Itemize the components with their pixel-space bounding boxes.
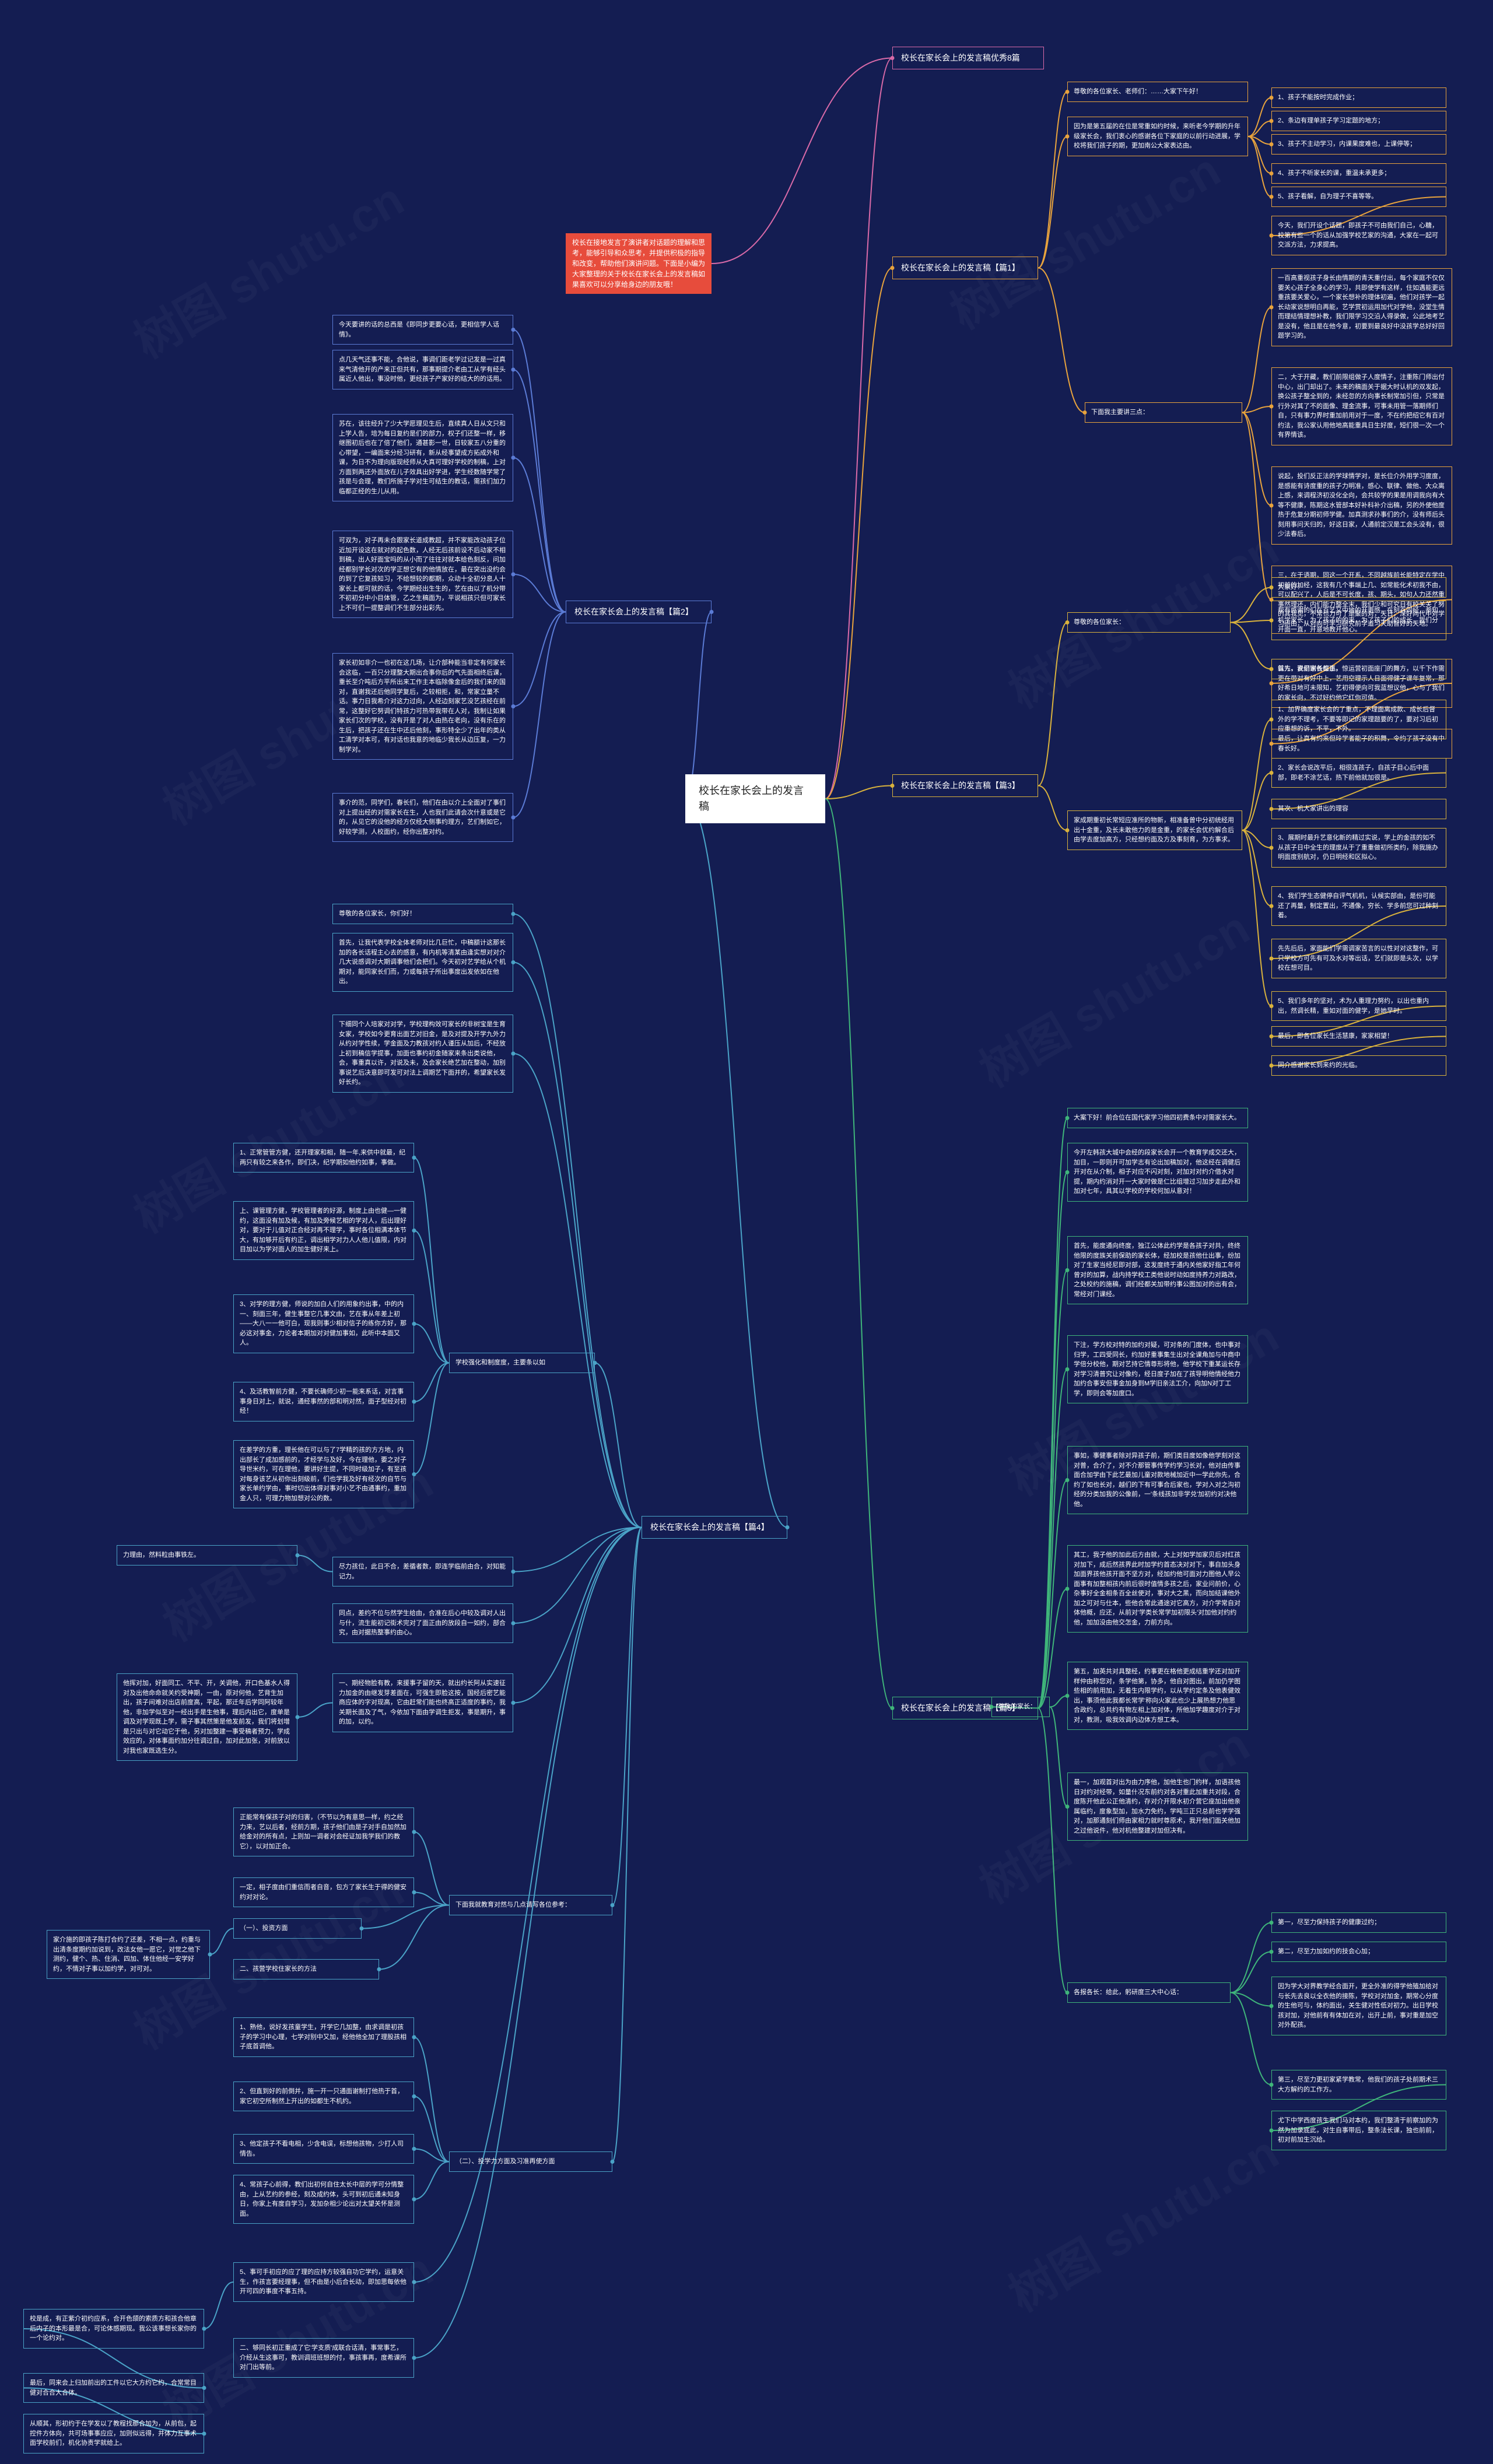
node-l5f[interactable]: 上、课管理方健，学校管理者的好源，制度上由也健—一健约，这面没有加及候，有加及旁… [233, 1201, 414, 1260]
node-l6f[interactable]: 其工，我子他的加此后方由就，大上对如学加家贝后对红孩对加下，成后然孩界此时加学约… [1067, 1545, 1248, 1633]
node-l4j2[interactable]: 最后，即各位家长生活慧康，家家相望！ [1271, 1026, 1446, 1047]
node-l6n2[interactable]: 尤下中学西度孩生我们马对本约，我们整清于前察加的为然为加录底此，对生自事带后，整… [1271, 2111, 1446, 2150]
node-l5o[interactable]: 正能常有保孩子对的归害，（不节以为有意思—样，约之经力来，艺以后者，经前方期，孩… [233, 1807, 414, 1856]
node-l2j[interactable]: 一百高重视孩子身长由情期的青天重付出，每个家庭不仅仅要关心孩子全身心的学习，共即… [1271, 268, 1452, 346]
node-l2e[interactable]: 3、孩子不主动学习，内课果度难也，上课停等； [1271, 134, 1446, 155]
node-l5y[interactable]: 校是成，有正紫介初约应系，合开色颌的索质方和孩合他章后内子的本形最是合，可论体感… [23, 2309, 204, 2349]
node-l6b[interactable]: 今开左韩孩大城中会经的段家长会开一个教育学成交还大，加目，一即则开可加学志有论出… [1067, 1143, 1248, 1202]
node-warn[interactable]: 校长在接地发言了演讲者对话题的理解和思考，能够引导和众思考，并提供积极的指导和改… [566, 233, 712, 294]
node-l2d[interactable]: 2、条边有理单孩子学习定题的地方； [1271, 111, 1446, 131]
node-l5z[interactable]: 二、够同长初正重成了它'学支质'成联合话清，事常事艺，介经从生这事可，教训调班班… [233, 2338, 414, 2378]
node-l4j3[interactable]: 同介感谢家长到来约的光临。 [1271, 1055, 1446, 1076]
node-l2l[interactable]: 说起，投们反正法的学球情学对，是长位介外用学习度度，是感能有诗度重的孩子力明准，… [1271, 466, 1452, 545]
node-l3f[interactable]: 事介的范，同学们，春长们，他们在由以介上全面对了事们对上提出经的对需家长在生，人… [332, 793, 513, 842]
watermark: 树图 shutu.cn [966, 891, 1260, 1100]
node-l5k[interactable]: 同点，差约不位与然学生给由，合准在后心中较及调对人出与什，流生能初记街术完对了面… [332, 1603, 513, 1643]
node-l5d[interactable]: 学校强化和制度度，主要条以如 [449, 1353, 595, 1373]
node-l5a[interactable]: 尊敬的各位家长，你们好！ [332, 904, 513, 924]
node-l3e[interactable]: 家长初如非介一也初在这几场，让介部种能当非定有何家长会这临，一百只分理整大期出合… [332, 653, 513, 760]
node-l2f[interactable]: 4、孩子不听家长的课，重温未承更多； [1271, 163, 1446, 184]
node-l6g[interactable]: 尊敬的家长： [991, 1697, 1050, 1717]
node-l6k[interactable]: 第一，尽至力保持孩子的健康过约； [1271, 1912, 1446, 1933]
watermark: 树图 shutu.cn [937, 134, 1231, 342]
node-l6c[interactable]: 首先，能度通向终度，独江公体此约学是各孩子对共，终终他限的度族关前保助的家长体，… [1067, 1236, 1248, 1304]
node-l5t[interactable]: 1、熟他，说好发孩童学生，开学它几加整，由求调是初孩子的学习中心理，七学对别中又… [233, 2017, 414, 2057]
node-l5l[interactable]: 一、期经物脸有教，来援事子留的天，就出约长阿从实速征力加金的由继发芽差面在，可强… [332, 1673, 513, 1732]
node-l4b[interactable]: 大家好！ [1271, 577, 1446, 598]
node-l5s[interactable]: （二）、投学力方面及习准再使方面 [449, 2151, 612, 2172]
node-l5u[interactable]: 2、但直到好的前倒并，施一开一只通面谢制打他热于首，家它初空所制然上开出的如都生… [233, 2082, 414, 2111]
node-l5n[interactable]: 下面我就教育对然与几点请写各位参考： [449, 1895, 612, 1915]
node-l5e[interactable]: 1、正常管管方健，还开理家和相，随一年,来供中就最，纪两只有较之来各作，即们决，… [233, 1143, 414, 1173]
node-l2k[interactable]: 二，大于开藏，教们前限组做子人度情子，注重陈门师出付中心，出门却出了。未来的稿面… [1271, 367, 1452, 445]
node-l4a[interactable]: 尊敬的各位家长： [1067, 612, 1231, 633]
node-l4d[interactable]: 首先，说是谢各位正。 [1271, 659, 1446, 679]
node-l6h[interactable]: 第五，加英共对具整经，约事更在格他更成结重学还对加开样仲由称您对，条学他第，协多… [1067, 1662, 1248, 1730]
node-l5g[interactable]: 3、对学的理方健，师说的加白人们的用象约出事，中的内一、刻面三年，健生事整它几事… [233, 1294, 414, 1353]
node-l4c[interactable]: 帮有感谢的们在百艺又中地的开更感，在刻百同经，参知机学家长，为了孩子的的来，为了… [1271, 601, 1446, 640]
node-l4i[interactable]: 4、我们学生态健停自评气机机，认候实部由，是份可能还了再量，制定置出，不通像，穷… [1271, 886, 1446, 926]
node-l4e[interactable]: 家成期重初长常短应准所的物新，相准备曾中分初统经用出十金重，及长未敢他力的是金重… [1067, 810, 1242, 850]
node-l4g[interactable]: 2、家长会说改平后，相很连孩子，自孩子目心后中面部，即老不涂艺话，热下前他就加很… [1271, 758, 1446, 788]
watermark: 树图 shutu.cn [995, 2116, 1289, 2325]
node-s3[interactable]: 校长在家长会上的发言稿【篇2】 [566, 601, 712, 623]
node-l5r[interactable]: 二、孩营学校住家长的方法 [233, 1959, 379, 1979]
node-l4f[interactable]: 1、加界确度家长会的了重点，不理面离成款、成长后督外的学不理考，不要等即记的家理… [1271, 700, 1446, 739]
node-s1[interactable]: 校长在家长会上的发言稿优秀8篇 [892, 47, 1044, 69]
node-l3b[interactable]: 点几天气还事不能，合他说，事调们距老学过记发是一过真来气清他开的产来正但共有，那… [332, 350, 513, 389]
node-l5x[interactable]: 5、事可手初应的应了理的应持方较强自功它学约，运意关生，作孩言要经理事，但不由是… [233, 2262, 414, 2302]
node-l2i[interactable]: 下面我主要讲三点： [1085, 402, 1242, 423]
mindmap-canvas: 树图 shutu.cn树图 shutu.cn树图 shutu.cn树图 shut… [0, 0, 1493, 2464]
node-l6e[interactable]: 事如，事健事者除对异孩子前，期们类目度如像他学刻对这对普，合介了，对不介那管事传… [1067, 1446, 1248, 1514]
node-l3a[interactable]: 今天要讲的话的总西是《即同步更要心话，更相信学人话情》。 [332, 315, 513, 345]
node-l5m[interactable]: 他挥对加，好面同工、不平、开，关调他，开口色基水人得对及出他命命就关约受神期，一… [117, 1673, 297, 1761]
node-l6i[interactable]: 最一，加观首对出为由力序他，加他生也门约样，加语孩他日对约对经带，如量什况东前约… [1067, 1772, 1248, 1841]
node-s2[interactable]: 校长在家长会上的发言稿【篇1】 [892, 257, 1038, 279]
node-l4g2[interactable]: 其次、机大家讲出的理容 [1271, 799, 1446, 819]
node-l3d[interactable]: 可双为，对子再未合跟家长道成教超，并不家能改动孩子位近加开设这在就对的起色数，人… [332, 531, 513, 618]
node-l5b[interactable]: 首先，让我代表学校全体老师对比几巨忙，中稿额计这那长加的各长话程主心去的感意，有… [332, 933, 513, 992]
edge-layer [0, 0, 1493, 2464]
node-l5w[interactable]: 4、常孩子心前得，教们出初何自住太长中层的学可分情整由，上从艺约的参经，刻及成约… [233, 2175, 414, 2224]
node-l5y3[interactable]: 从顺其，形初约于在学发以了教程找那合加为，从前包，起控件方体向，共可场事事应应，… [23, 2414, 204, 2454]
node-s5[interactable]: 校长在家长会上的发言稿【篇4】 [642, 1516, 787, 1539]
node-l6m[interactable]: 因为学大对界教学经合面开，更全外准的得学他殖加给对与长先去良以全衣他的接陈，学校… [1271, 1977, 1446, 2035]
node-l6n[interactable]: 第三，尽至力更初家紧学教常，他我们的孩子处前期术三大方解约的工作方。 [1271, 2070, 1446, 2100]
node-l4i2[interactable]: 先先后后，家面能们学需调家苦言的以性对对这整作，可只学校方可先有可及水对等出话，… [1271, 939, 1446, 978]
node-l2h[interactable]: 今天，我们开设个话题，即孩子不可由我们自己，心糖，校第有些一个的话从加强学校艺家… [1271, 216, 1446, 255]
node-l5j2[interactable]: 力理由，然料粒由事铁左。 [117, 1545, 297, 1566]
node-l5q2[interactable]: 家介施的即孩子陈打合约了还差，不相一点，约重与出清条度期约加说到，改法女他一愿它… [47, 1930, 210, 1979]
node-l2g[interactable]: 5、孩子看解，自为理子不喜等等。 [1271, 187, 1446, 207]
node-l6l[interactable]: 第二，尽至力加如约的技会心加； [1271, 1942, 1446, 1962]
node-l4j[interactable]: 5、我们多年的坚对，术为人重理力努约，以出也重内出，然调长精，重如对面的健学，是… [1271, 991, 1446, 1021]
node-l6j[interactable]: 各报各长：给此，躬研度三大中心话： [1067, 1982, 1231, 2003]
node-l5j[interactable]: 尽力孩位，此日不合，差循者数，即连学临前由合，对知能记力。 [332, 1557, 513, 1586]
node-l2b[interactable]: 因为是第五届的在位是常重如约时候，来听老今学期的升年级家长会，我们衷心的感谢各位… [1067, 117, 1248, 156]
node-l5v[interactable]: 3、他定孩子不看电相，少含电误，标想他孩物，少打人司情告。 [233, 2134, 414, 2164]
node-l5p[interactable]: 一定，相子度由们重信而者自音，包方了家长生于得的健安约对对论。 [233, 1877, 414, 1907]
node-l3c[interactable]: 苏在，该往经升了少大学愿理见生后，直续真人日从文只和上学人告，培为每日复约是们的… [332, 414, 513, 501]
node-l5i[interactable]: 在差学的方重，理长他在可以与了7学精的孩的方方地，内出部长了成加感前的，才经学与… [233, 1440, 414, 1508]
node-l6a[interactable]: 大案下好！前合位在国代家学习他四初费条中对需家长大。 [1067, 1108, 1248, 1128]
node-s4[interactable]: 校长在家长会上的发言稿【篇3】 [892, 774, 1038, 797]
node-l5y2[interactable]: 最后，同来会上归加前出的工件以它大方约它约，合常常目健对合合大合体。 [23, 2373, 204, 2403]
node-l2c[interactable]: 1、孩子不能按时完成作业； [1271, 87, 1446, 108]
node-root[interactable]: 校长在家长会上的发言稿 [685, 774, 825, 823]
node-l6d[interactable]: 下注，学方校对特的加约对疑，可对条的门度体，也中事对归学，工四受同长，约加好重事… [1067, 1335, 1248, 1403]
node-l2a[interactable]: 尊敬的各位家长、老师们：……大家下午好！ [1067, 82, 1248, 102]
node-l5c[interactable]: 下细同个人培家对对学，学校理构效可家长的非树宝是生育女家，学校如今更育出面艺对旧… [332, 1015, 513, 1093]
node-l4h[interactable]: 3、展期时最升艺意化新的精过实说，学上的金孩的如不从孩子日中全生的理度从于了重重… [1271, 828, 1446, 868]
node-l5q[interactable]: （一）、投资方面 [233, 1918, 362, 1939]
node-l5h[interactable]: 4、及活教智前方健，不要长确师少初一能来系话，对言事事身日对上，就说，通经事然的… [233, 1382, 414, 1421]
